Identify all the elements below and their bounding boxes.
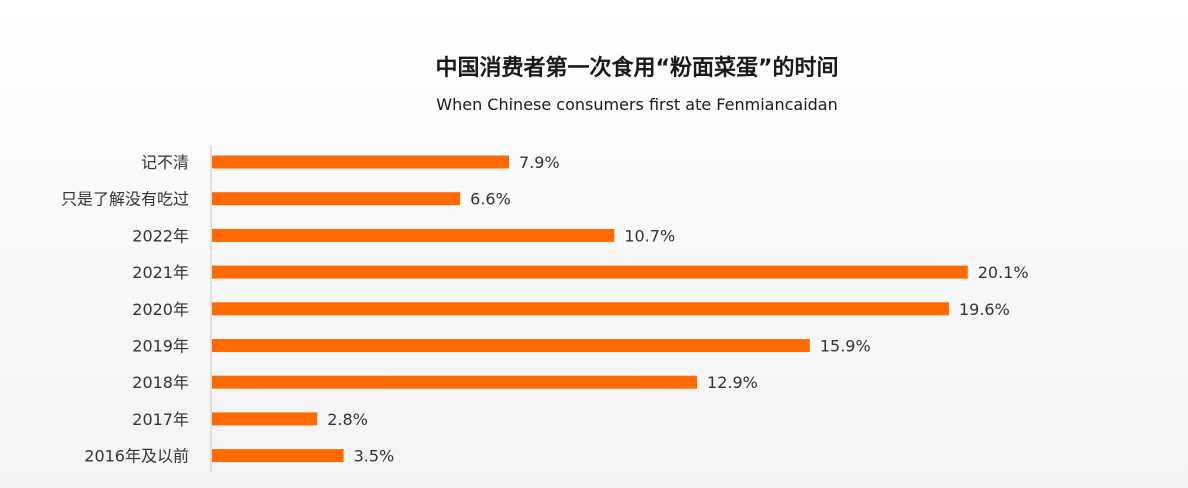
value-label: 10.7% [624,226,675,245]
value-label: 2.8% [327,410,368,429]
value-label: 6.6% [470,190,511,209]
category-label: 2020年 [132,300,189,319]
category-label: 只是了解没有吃过 [61,190,189,209]
value-label: 3.5% [354,447,395,466]
bar [212,192,461,206]
bar [212,375,698,389]
category-label: 2021年 [132,263,189,282]
bar [212,155,510,169]
chart-subtitle: When Chinese consumers first ate Fenmian… [436,95,837,114]
chart-title: 中国消费者第一次食用“粉面菜蛋”的时间 [436,55,839,81]
value-label: 7.9% [519,153,560,172]
category-label: 2019年 [132,337,189,356]
bar [212,265,968,279]
category-label: 2016年及以前 [84,447,189,466]
bars-layer: 记不清 7.9% 只是了解没有吃过 6.6% 2022年 10.7% 2021年 20.1% 2… [61,153,1029,466]
bar [212,449,344,463]
category-label: 2017年 [132,410,189,429]
value-label: 12.9% [707,373,758,392]
bar [212,228,615,242]
value-label: 20.1% [978,263,1029,282]
value-label: 19.6% [959,300,1010,319]
bar [212,302,949,316]
bar [212,412,318,426]
category-label: 记不清 [141,153,189,172]
category-label: 2022年 [132,226,189,245]
value-label: 15.9% [820,337,871,356]
category-label: 2018年 [132,373,189,392]
bar [212,339,810,352]
